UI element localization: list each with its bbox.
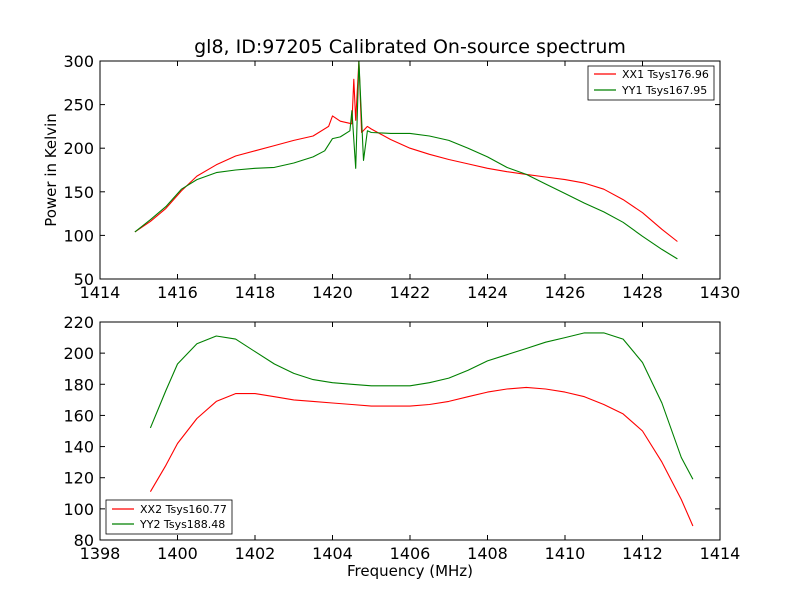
legend-label-xx2: XX2 Tsys160.77 [140,503,227,516]
chart-title: gl8, ID:97205 Calibrated On-source spect… [194,36,626,58]
bottom-legend: XX2 Tsys160.77 YY2 Tsys188.48 [105,499,233,535]
top-legend-box [587,65,715,101]
bottom-y-tick-label: 100 [63,500,94,519]
top-y-tick-label: 300 [63,52,94,71]
bottom-y-tick-label: 220 [63,313,94,332]
top-series-xx1-line [134,61,678,242]
bottom-y-tick-label: 120 [63,469,94,488]
bottom-ticks: 1398 1400 1402 1404 1406 1408 1410 1412 1414 80 10… [63,313,740,563]
top-x-tick-label: 1426 [545,283,586,302]
bottom-x-tick-label: 1412 [622,544,663,563]
top-x-tick-label: 1418 [235,283,276,302]
top-x-tick-label: 1414 [80,283,121,302]
bottom-x-tick-label: 1400 [157,544,198,563]
bottom-x-tick-label: 1414 [700,544,741,563]
top-x-tick-label: 1430 [700,283,741,302]
bottom-y-tick-label: 200 [63,344,94,363]
bottom-y-tick-label: 80 [74,531,94,550]
bottom-y-tick-label: 160 [63,406,94,425]
top-ticks: 1414 1416 1418 1420 1422 1424 1426 1428 1430 50 10… [63,52,740,302]
bottom-y-tick-label: 180 [63,375,94,394]
bottom-x-tick-label: 1404 [312,544,353,563]
y-axis-label: Power in Kelvin [42,113,60,227]
top-x-tick-label: 1420 [312,283,353,302]
bottom-plot-lines [149,332,694,527]
top-series-yy1-line [134,61,678,260]
top-chart: 1414 1416 1418 1420 1422 1424 1426 1428 1430 50 10… [42,52,740,302]
legend-label-xx1: XX1 Tsys176.96 [622,68,709,81]
bottom-chart: 1398 1400 1402 1404 1406 1408 1410 1412 1414 80 10… [63,313,740,580]
top-x-tick-label: 1416 [157,283,198,302]
top-x-tick-label: 1428 [622,283,663,302]
bottom-x-tick-label: 1408 [467,544,508,563]
top-y-tick-label: 150 [63,183,94,202]
top-x-tick-label: 1424 [467,283,508,302]
top-y-tick-label: 100 [63,226,94,245]
bottom-series-yy2-line [149,332,694,480]
x-axis-label: Frequency (MHz) [347,562,473,580]
bottom-x-tick-label: 1402 [235,544,276,563]
bottom-y-tick-label: 140 [63,438,94,457]
top-x-tick-label: 1422 [390,283,431,302]
bottom-legend-box [105,499,233,535]
bottom-series-xx2-line [149,386,694,527]
bottom-x-tick-label: 1398 [80,544,121,563]
top-y-tick-label: 50 [74,270,94,289]
top-plot-lines [134,61,678,260]
legend-label-yy1: YY1 Tsys167.95 [621,84,707,97]
top-y-tick-label: 200 [63,139,94,158]
legend-label-yy2: YY2 Tsys188.48 [139,518,225,531]
top-y-tick-label: 250 [63,96,94,115]
bottom-x-tick-label: 1406 [390,544,431,563]
top-legend: XX1 Tsys176.96 YY1 Tsys167.95 [587,65,715,101]
bottom-x-tick-label: 1410 [545,544,586,563]
